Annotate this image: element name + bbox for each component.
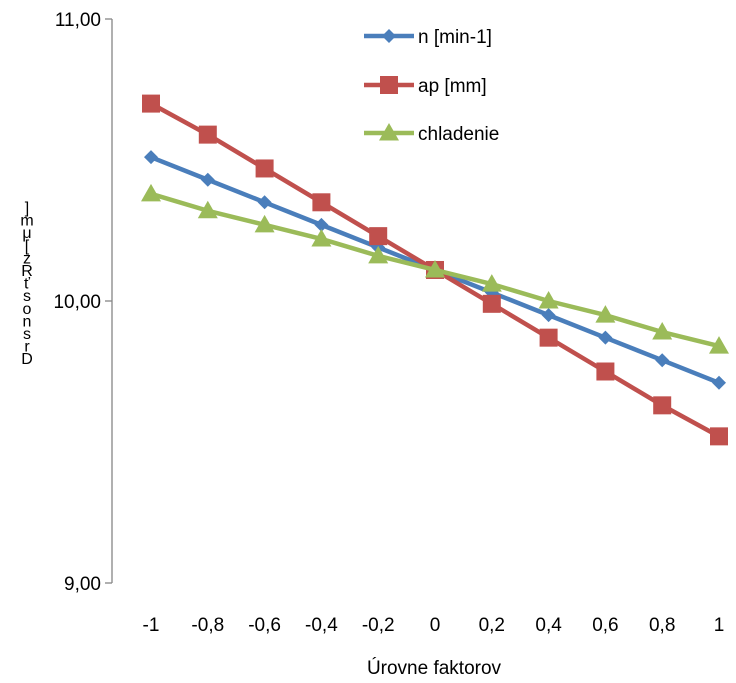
diamond-marker [712, 375, 726, 390]
y-axis-title-char: m [20, 213, 33, 230]
legend-item: n [min-1] [364, 27, 492, 48]
y-axis-title-char: ] [25, 200, 29, 217]
square-marker [198, 125, 217, 144]
diamond-marker [144, 150, 158, 165]
y-axis-title-char: r [24, 339, 30, 356]
square-marker [255, 159, 274, 178]
y-axis-title-char: o [23, 301, 32, 318]
square-marker [539, 328, 558, 347]
diamond-marker [655, 353, 670, 368]
triangle-marker [197, 200, 218, 219]
triangle-marker [368, 245, 389, 264]
y-axis-title-char: [ [25, 238, 30, 255]
diamond-marker [382, 29, 396, 43]
legend-label: n [min-1] [418, 27, 492, 48]
diamond-marker [257, 195, 272, 210]
triangle-marker [538, 291, 559, 309]
legend-label: ap [mm] [418, 76, 487, 97]
square-marker [710, 427, 728, 446]
x-axis: -1 -0,8 -0,6 -0,4 -0,2 0 0,2 0,4 0,6 0,8 1 [143, 615, 725, 636]
square-marker [312, 193, 331, 212]
x-tick-label: -0,2 [362, 615, 395, 636]
square-marker [482, 294, 501, 313]
triangle-marker [379, 123, 399, 141]
y-axis-title-char: R [21, 263, 33, 280]
series [141, 183, 729, 354]
x-tick-label: 0,8 [649, 615, 675, 636]
y-axis-title-char: z [23, 250, 31, 267]
square-marker [142, 94, 160, 113]
x-tick-label: -0,4 [305, 615, 338, 636]
triangle-marker [141, 183, 161, 202]
triangle-marker [595, 305, 616, 323]
x-tick-label: -1 [143, 615, 160, 636]
y-axis-title-char: s [23, 288, 31, 305]
diamond-marker [541, 308, 556, 323]
triangle-marker [254, 214, 275, 233]
x-tick-label: 0,2 [479, 615, 505, 636]
square-marker [380, 76, 398, 94]
legend-label: chladenie [418, 124, 499, 145]
legend-item: ap [mm] [364, 76, 487, 97]
legend-item: chladenie [364, 123, 499, 145]
plot-area: 9,00 10,00 11,00 -1 -0,8 -0,6 -0,4 -0,2 0 0,2 0,4… [53, 10, 729, 636]
triangle-marker [311, 228, 332, 247]
y-axis-title-char: s [23, 326, 31, 343]
y-axis-title-char: ť [24, 276, 31, 293]
triangle-marker [709, 336, 729, 354]
y-axis: 9,00 10,00 11,00 [53, 10, 112, 595]
x-tick-label: 0 [430, 615, 441, 636]
diamond-marker [314, 217, 329, 232]
x-tick-label: 0,4 [535, 615, 562, 636]
square-marker [653, 396, 672, 415]
diamond-marker [200, 172, 215, 187]
y-axis-title-char: μ [22, 225, 31, 242]
x-axis-title: Úrovne faktorov [367, 657, 502, 679]
x-tick-label: -0,6 [248, 615, 281, 636]
y-axis-title-char: D [21, 351, 33, 368]
y-tick-label: 10,00 [53, 292, 101, 313]
triangle-marker [652, 322, 673, 340]
triangle-marker [425, 259, 445, 278]
triangle-marker [481, 274, 502, 292]
x-tick-label: 0,6 [592, 615, 618, 636]
legend: n [min-1] ap [mm] chladenie [364, 27, 499, 145]
square-marker [596, 362, 615, 381]
series-layer [141, 94, 729, 446]
y-tick-label: 9,00 [64, 574, 101, 595]
x-tick-label: -0,8 [191, 615, 224, 636]
square-marker [369, 227, 388, 246]
y-axis-title-char: n [23, 313, 32, 330]
y-tick-label: 11,00 [55, 10, 101, 31]
x-tick-label: 1 [714, 615, 725, 636]
diamond-marker [598, 330, 613, 345]
